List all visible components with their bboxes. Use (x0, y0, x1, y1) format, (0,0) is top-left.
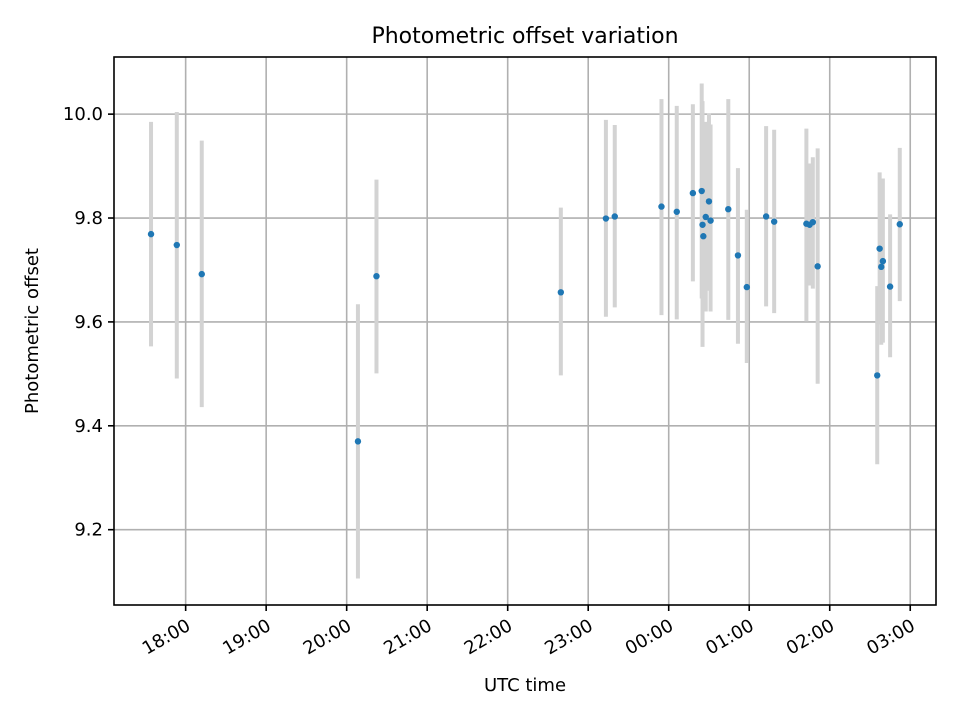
y-tick-label: 9.4 (74, 416, 103, 437)
x-tick-label: 03:00 (863, 615, 918, 659)
data-point (809, 218, 817, 226)
errorbar-layer (149, 83, 902, 579)
data-point (879, 257, 887, 265)
data-point (770, 218, 778, 225)
x-tick-label: 00:00 (622, 615, 677, 659)
data-point (611, 213, 618, 220)
point-layer (147, 187, 903, 445)
data-point (658, 203, 665, 210)
data-point (878, 263, 885, 271)
data-point (354, 438, 362, 445)
y-axis-label: Photometric offset (22, 248, 43, 414)
data-point (173, 241, 180, 249)
data-point (705, 198, 713, 205)
y-tick-label: 10.0 (63, 104, 103, 125)
x-tick-label: 02:00 (783, 615, 838, 659)
data-point (874, 372, 881, 379)
data-point (698, 187, 705, 195)
plot-frame (113, 56, 937, 606)
data-point (602, 215, 610, 222)
data-point (557, 289, 565, 296)
data-point (886, 283, 894, 290)
data-point (743, 283, 751, 291)
data-point (147, 230, 155, 238)
data-point (702, 213, 709, 221)
x-tick-label: 23:00 (541, 615, 596, 659)
y-tick-label: 9.8 (74, 208, 103, 229)
y-tick-label: 9.2 (74, 520, 103, 541)
x-tick-label: 20:00 (300, 615, 355, 659)
x-axis-label: UTC time (484, 675, 566, 696)
data-point (876, 245, 883, 252)
y-tick-label: 9.6 (74, 312, 103, 333)
grid-layer (114, 57, 936, 605)
data-point (699, 221, 706, 228)
x-tick-label: 22:00 (461, 615, 516, 659)
x-tick-label: 01:00 (702, 615, 757, 659)
data-point (198, 270, 205, 278)
data-point (673, 208, 680, 215)
data-point (689, 189, 697, 197)
data-point (725, 205, 732, 213)
x-tick-label: 19:00 (219, 615, 274, 659)
data-point (734, 252, 742, 259)
data-point (762, 213, 770, 220)
data-point (707, 217, 714, 224)
data-point (373, 273, 380, 280)
data-point (814, 263, 821, 270)
data-point (700, 233, 707, 240)
x-tick-label: 18:00 (139, 615, 194, 659)
x-tick-label: 21:00 (380, 615, 435, 659)
chart-title: Photometric offset variation (371, 24, 678, 49)
data-point (896, 221, 903, 228)
tick-layer: 18:00 19:00 20:00 21:00 22:00 23:00 00:00 01:00… (63, 104, 919, 659)
